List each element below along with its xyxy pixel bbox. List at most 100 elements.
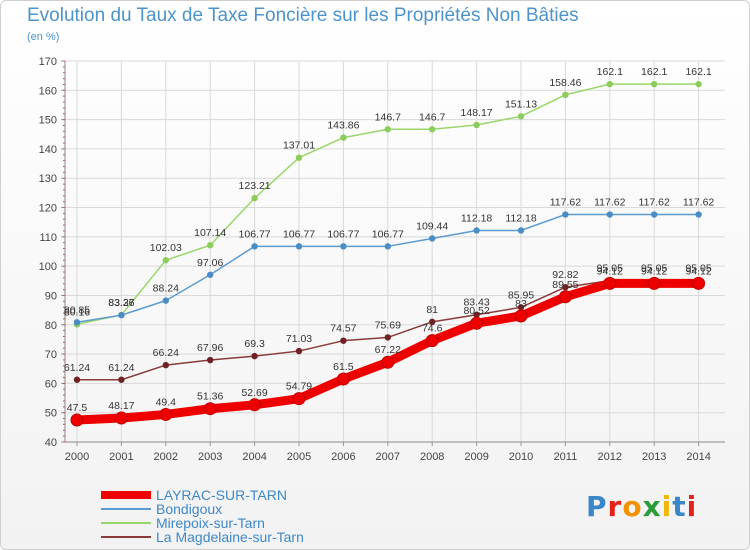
data-label-layrac: 67.22 bbox=[375, 344, 401, 356]
y-tick-label: 170 bbox=[39, 56, 57, 68]
data-point-mirepoix bbox=[606, 80, 613, 88]
logo-letter: t bbox=[672, 490, 687, 523]
data-point-mirepoix bbox=[340, 134, 347, 141]
data-label-bondigoux: 88.24 bbox=[153, 283, 179, 295]
chart-subtitle: (en %) bbox=[27, 31, 60, 43]
logo-letter: i bbox=[686, 490, 698, 523]
y-tick-label: 130 bbox=[39, 173, 57, 185]
data-label-layrac: 48.17 bbox=[108, 400, 134, 412]
data-label-bondigoux: 117.62 bbox=[639, 197, 670, 209]
data-point-mirepoix bbox=[251, 194, 258, 202]
data-point-magdelaine bbox=[295, 347, 303, 355]
data-point-mirepoix bbox=[562, 91, 569, 99]
data-point-layrac bbox=[647, 276, 661, 290]
data-label-mirepoix: 146.7 bbox=[375, 111, 401, 123]
logo-letter: r bbox=[607, 490, 623, 523]
logo-letter: o bbox=[622, 490, 643, 523]
legend-label-bondigoux: Bondigoux bbox=[156, 501, 223, 517]
data-point-bondigoux bbox=[473, 227, 480, 234]
data-label-bondigoux: 83.27 bbox=[108, 297, 134, 309]
legend-label-mirepoix: Mirepoix-sur-Tarn bbox=[156, 515, 265, 531]
data-label-bondigoux: 106.77 bbox=[239, 228, 271, 240]
data-label-magdelaine: 95.05 bbox=[685, 263, 711, 275]
y-tick-label: 150 bbox=[39, 115, 57, 127]
data-point-bondigoux bbox=[429, 235, 436, 242]
data-label-bondigoux: 97.06 bbox=[197, 257, 223, 269]
data-point-layrac bbox=[292, 392, 306, 406]
x-tick-label: 2007 bbox=[376, 451, 400, 463]
data-point-mirepoix bbox=[295, 154, 303, 161]
data-label-magdelaine: 71.03 bbox=[286, 333, 312, 345]
x-tick-label: 2009 bbox=[464, 451, 488, 463]
data-point-mirepoix bbox=[207, 242, 214, 249]
data-point-bondigoux bbox=[207, 271, 214, 278]
data-label-mirepoix: 123.21 bbox=[239, 180, 271, 192]
data-point-mirepoix bbox=[651, 80, 658, 88]
data-label-layrac: 54.79 bbox=[286, 381, 312, 393]
data-label-mirepoix: 80.16 bbox=[64, 306, 90, 318]
data-label-magdelaine: 75.69 bbox=[375, 319, 401, 331]
y-tick-label: 70 bbox=[45, 349, 57, 361]
data-point-bondigoux bbox=[118, 311, 125, 319]
data-label-layrac: 51.36 bbox=[197, 391, 223, 403]
data-point-bondigoux bbox=[340, 243, 347, 250]
data-point-bondigoux bbox=[651, 211, 658, 218]
data-point-mirepoix bbox=[384, 126, 391, 133]
data-label-mirepoix: 162.1 bbox=[685, 66, 711, 78]
data-point-magdelaine bbox=[429, 318, 436, 326]
y-tick-label: 60 bbox=[45, 378, 57, 390]
data-label-magdelaine: 83.43 bbox=[463, 297, 489, 309]
data-point-magdelaine bbox=[251, 352, 258, 360]
legend-swatch-magdelaine bbox=[101, 536, 151, 538]
data-point-magdelaine bbox=[562, 283, 569, 291]
data-point-layrac bbox=[114, 411, 128, 425]
y-tick-label: 90 bbox=[45, 290, 57, 302]
data-point-magdelaine bbox=[517, 304, 525, 311]
data-label-layrac: 83 bbox=[515, 298, 527, 310]
x-tick-label: 2000 bbox=[65, 451, 89, 463]
data-point-bondigoux bbox=[384, 243, 391, 250]
x-tick-label: 2013 bbox=[642, 451, 666, 463]
data-point-mirepoix bbox=[517, 113, 525, 120]
chart-title: Evolution du Taux de Taxe Foncière sur l… bbox=[27, 5, 579, 26]
legend-label-layrac: LAYRAC-SUR-TARN bbox=[156, 487, 287, 503]
data-point-magdelaine bbox=[73, 376, 81, 383]
logo-letter: i bbox=[661, 490, 673, 523]
data-label-magdelaine: 61.24 bbox=[64, 362, 90, 374]
data-label-mirepoix: 158.46 bbox=[549, 77, 581, 89]
data-label-magdelaine: 61.24 bbox=[108, 362, 134, 374]
logo-letter: P bbox=[586, 490, 608, 523]
data-point-layrac bbox=[159, 407, 173, 421]
data-label-layrac: 94.12 bbox=[641, 265, 667, 277]
data-label-mirepoix: 83.36 bbox=[108, 297, 134, 309]
x-tick-label: 2005 bbox=[287, 451, 311, 463]
data-label-layrac: 47.5 bbox=[67, 402, 88, 414]
y-tick-label: 140 bbox=[39, 144, 57, 156]
data-point-bondigoux bbox=[251, 243, 258, 250]
data-point-bondigoux bbox=[606, 211, 613, 218]
x-tick-label: 2001 bbox=[109, 451, 133, 463]
data-point-layrac bbox=[425, 334, 439, 348]
data-point-magdelaine bbox=[473, 311, 480, 318]
data-point-magdelaine bbox=[340, 337, 347, 344]
data-label-layrac: 89.55 bbox=[552, 279, 578, 291]
x-tick-label: 2012 bbox=[598, 451, 622, 463]
x-tick-label: 2004 bbox=[242, 451, 266, 463]
x-tick-label: 2010 bbox=[509, 451, 533, 463]
data-label-layrac: 52.69 bbox=[241, 387, 267, 399]
data-label-mirepoix: 102.03 bbox=[150, 242, 182, 254]
data-label-magdelaine: 66.24 bbox=[153, 347, 179, 359]
data-label-magdelaine: 95.05 bbox=[597, 263, 623, 275]
data-label-bondigoux: 117.62 bbox=[550, 197, 581, 209]
data-label-mirepoix: 143.86 bbox=[327, 120, 359, 132]
data-label-bondigoux: 117.62 bbox=[683, 197, 714, 209]
data-point-layrac bbox=[603, 276, 617, 290]
legend-label-magdelaine: La Magdelaine-sur-Tarn bbox=[156, 529, 304, 545]
data-point-layrac bbox=[692, 276, 706, 290]
x-tick-label: 2003 bbox=[198, 451, 222, 463]
data-label-bondigoux: 106.77 bbox=[372, 228, 404, 240]
data-label-layrac: 74.6 bbox=[422, 323, 443, 335]
data-label-mirepoix: 162.1 bbox=[597, 66, 623, 78]
